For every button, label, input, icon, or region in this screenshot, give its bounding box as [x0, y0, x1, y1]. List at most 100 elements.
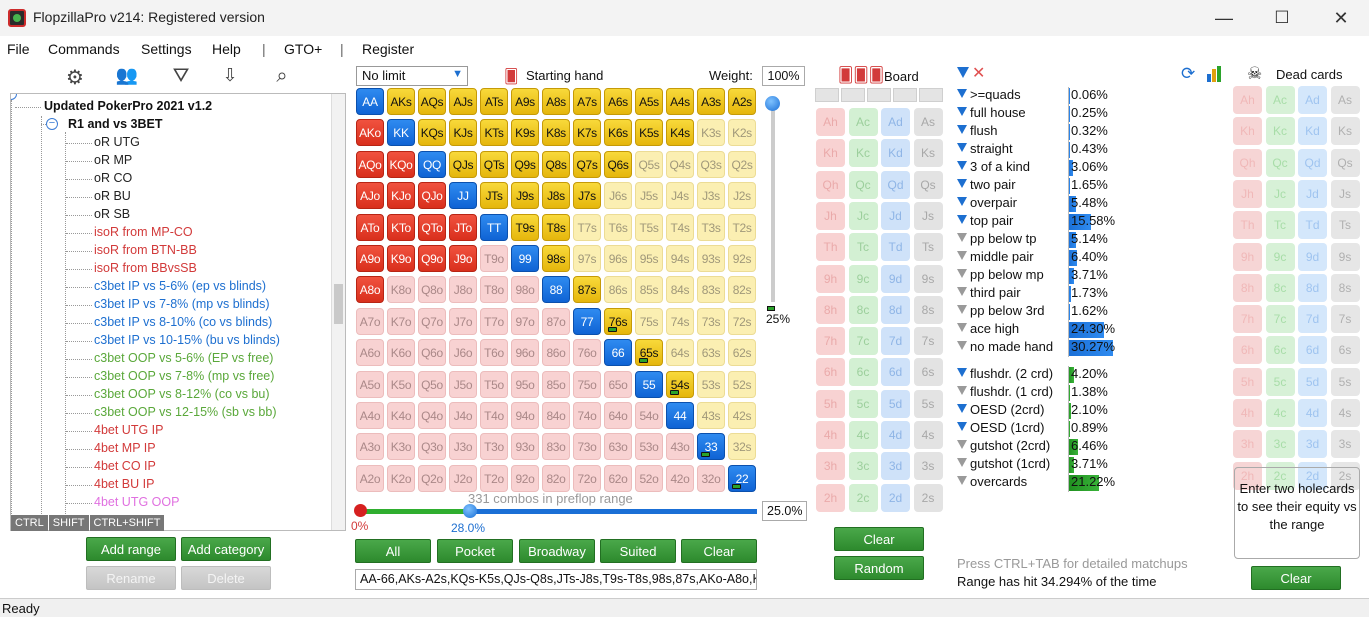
hand-cell[interactable]: 65o [604, 370, 632, 398]
hand-cell[interactable]: 32s [728, 433, 756, 461]
import-icon[interactable]: ⇩ [222, 65, 238, 85]
tree-item[interactable]: c3bet OOP vs 7-8% (mp vs free) [94, 369, 275, 383]
hand-cell[interactable]: J5o [449, 370, 477, 398]
hand-cell[interactable]: T8s [542, 213, 570, 241]
hand-cell[interactable]: 62s [728, 339, 756, 367]
hand-cell[interactable]: T6s [604, 213, 632, 241]
menu-gto[interactable]: GTO+ [284, 41, 323, 57]
board-card[interactable]: Kd [881, 139, 910, 168]
hand-cell[interactable]: JJ [449, 182, 477, 210]
hand-cell[interactable]: 72o [573, 464, 601, 492]
hand-cell[interactable]: T7s [573, 213, 601, 241]
dead-clear-button[interactable]: Clear [1251, 566, 1341, 590]
filter-icon[interactable] [957, 269, 967, 278]
range-percent-input[interactable]: 25.0% [762, 501, 807, 521]
hand-cell[interactable]: 65s [635, 339, 663, 367]
hand-cell[interactable]: 86s [604, 276, 632, 304]
hit-row[interactable]: overpair 5.48% [957, 195, 1197, 213]
hit-row[interactable]: pp below mp 3.71% [957, 267, 1197, 285]
hand-cell[interactable]: 86o [542, 339, 570, 367]
hand-cell[interactable]: 96o [511, 339, 539, 367]
board-card[interactable]: 3h [816, 452, 845, 481]
hand-cell[interactable]: 74o [573, 402, 601, 429]
board-card[interactable]: Qs [913, 170, 943, 199]
hand-cell[interactable]: KTs [480, 119, 508, 147]
hit-row[interactable]: top pair 15.58% [957, 213, 1197, 231]
board-card[interactable]: 5d [881, 389, 910, 418]
hand-cell[interactable]: 76o [573, 339, 601, 367]
hand-cell[interactable]: Q5s [635, 150, 663, 178]
hand-cell[interactable]: T9o [480, 245, 508, 272]
hand-cell[interactable]: 83o [542, 433, 570, 461]
hand-cell[interactable]: A8o [356, 276, 384, 304]
filter-icon[interactable] [957, 161, 967, 170]
tree-scrollbar[interactable] [331, 94, 345, 530]
hand-cell[interactable]: 32o [697, 464, 725, 492]
search-icon[interactable]: ⌕ [276, 65, 288, 87]
hand-cell[interactable]: Q3o [418, 433, 446, 461]
hand-cell[interactable]: 98s [542, 245, 570, 272]
hand-cell[interactable]: T3o [480, 433, 508, 461]
hand-cell[interactable]: KJs [449, 119, 477, 147]
add-range-button[interactable]: Add range [86, 537, 176, 561]
dead-card[interactable]: 6c [1265, 336, 1295, 365]
hand-cell[interactable]: Q8o [418, 276, 446, 304]
hand-cell[interactable]: T5s [635, 213, 663, 241]
dead-card[interactable]: 7d [1298, 305, 1327, 334]
hand-cell[interactable]: Q5o [418, 370, 446, 398]
hand-cell[interactable]: AKs [387, 88, 415, 115]
filter-icon[interactable] [957, 404, 967, 413]
hand-cell[interactable]: KJo [387, 182, 415, 210]
tree-item[interactable]: 4bet UTG OOP [94, 495, 180, 509]
hand-cell[interactable]: 53s [697, 370, 725, 398]
hand-cell[interactable]: T2o [480, 464, 508, 492]
tree-item[interactable]: c3bet IP vs 8-10% (co vs blinds) [94, 315, 273, 329]
modifier-ctrl[interactable]: CTRL [11, 515, 48, 531]
hand-cell[interactable]: T9s [511, 213, 539, 241]
filter-icon[interactable] [957, 386, 967, 395]
hand-cell[interactable]: 64o [604, 402, 632, 429]
hand-cell[interactable]: 73s [697, 307, 725, 335]
hand-cell[interactable]: QTo [418, 213, 446, 241]
hand-cell[interactable]: QJo [418, 182, 446, 210]
hit-row[interactable]: straight 0.43% [957, 141, 1197, 159]
hand-cell[interactable]: K5s [635, 119, 663, 147]
refresh-icon[interactable]: ⟳ [1181, 64, 1196, 83]
dead-card[interactable]: Qh [1233, 148, 1262, 177]
board-card[interactable]: Ts [913, 233, 943, 262]
hand-cell[interactable]: KQs [418, 119, 446, 147]
tree-item[interactable]: c3bet IP vs 7-8% (mp vs blinds) [94, 297, 270, 311]
tree-item[interactable]: isoR from BTN-BB [94, 243, 197, 257]
hand-cell[interactable]: 54o [635, 402, 663, 429]
hand-cell[interactable]: A9o [356, 245, 384, 272]
board-card[interactable]: Jc [848, 201, 878, 230]
board-card[interactable]: Qd [881, 170, 910, 199]
board-card[interactable]: 7d [881, 327, 910, 356]
hand-cell[interactable]: J2s [728, 182, 756, 210]
hand-cell[interactable]: JTo [449, 213, 477, 241]
hand-cell[interactable]: K7s [573, 119, 601, 147]
hand-cell[interactable]: A7s [573, 88, 601, 115]
hand-cell[interactable]: 87s [573, 276, 601, 304]
hand-cell[interactable]: J7o [449, 307, 477, 335]
hand-cell[interactable]: T4s [666, 213, 694, 241]
dead-card[interactable]: Jd [1298, 179, 1327, 208]
dead-card[interactable]: 3c [1265, 430, 1295, 459]
board-card[interactable]: Td [881, 233, 910, 262]
filter-icon[interactable] [957, 67, 969, 78]
hit-row[interactable]: overcards 21.22% [957, 474, 1197, 492]
dead-card[interactable]: 8c [1265, 273, 1295, 302]
filter-icon[interactable] [957, 143, 967, 152]
hand-cell[interactable]: T8o [480, 276, 508, 304]
hand-cell[interactable]: 63o [604, 433, 632, 461]
dead-card[interactable]: Td [1298, 211, 1327, 240]
board-card[interactable]: 8h [816, 295, 845, 324]
range-tree[interactable]: − Updated PokerPro 2021 v1.2 − R1 and vs… [10, 93, 346, 531]
weight-slider[interactable] [771, 102, 775, 302]
hand-cell[interactable]: 96s [604, 245, 632, 272]
tree-item[interactable]: 4bet UTG IP [94, 423, 164, 437]
tree-item[interactable]: 4bet CO IP [94, 459, 156, 473]
hand-cell[interactable]: 43s [697, 402, 725, 429]
hand-cell[interactable]: 72s [728, 307, 756, 335]
hand-cell[interactable]: 75s [635, 307, 663, 335]
